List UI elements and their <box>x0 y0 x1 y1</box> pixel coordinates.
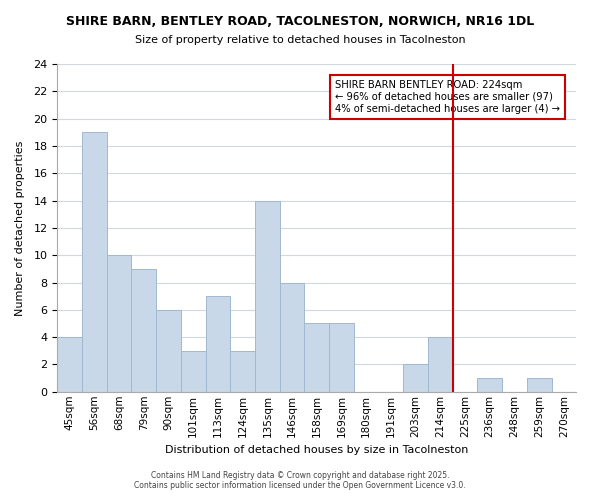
Bar <box>131 269 156 392</box>
X-axis label: Distribution of detached houses by size in Tacolneston: Distribution of detached houses by size … <box>165 445 469 455</box>
Bar <box>58 337 82 392</box>
Bar <box>478 378 502 392</box>
Bar <box>181 351 206 392</box>
Text: SHIRE BARN BENTLEY ROAD: 224sqm
← 96% of detached houses are smaller (97)
4% of : SHIRE BARN BENTLEY ROAD: 224sqm ← 96% of… <box>335 80 560 114</box>
Bar <box>206 296 230 392</box>
Bar <box>428 337 452 392</box>
Text: Size of property relative to detached houses in Tacolneston: Size of property relative to detached ho… <box>134 35 466 45</box>
Bar <box>403 364 428 392</box>
Y-axis label: Number of detached properties: Number of detached properties <box>15 140 25 316</box>
Text: SHIRE BARN, BENTLEY ROAD, TACOLNESTON, NORWICH, NR16 1DL: SHIRE BARN, BENTLEY ROAD, TACOLNESTON, N… <box>66 15 534 28</box>
Bar <box>255 200 280 392</box>
Bar <box>82 132 107 392</box>
Bar <box>304 324 329 392</box>
Bar <box>329 324 354 392</box>
Bar <box>527 378 551 392</box>
Bar <box>107 255 131 392</box>
Bar <box>230 351 255 392</box>
Bar <box>280 282 304 392</box>
Bar <box>156 310 181 392</box>
Text: Contains HM Land Registry data © Crown copyright and database right 2025.
Contai: Contains HM Land Registry data © Crown c… <box>134 470 466 490</box>
